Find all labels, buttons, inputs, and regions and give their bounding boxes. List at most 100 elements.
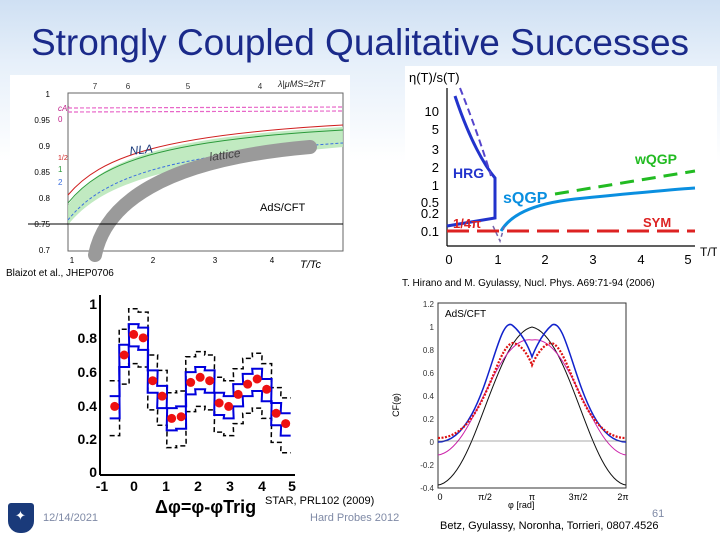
data-point xyxy=(224,401,234,411)
citation-top-right: T. Hirano and M. Gyulassy, Nucl. Phys. A… xyxy=(402,278,655,289)
y-ticks: 1.2 1 0.8 0.6 0.4 0.2 0 -0.2 -0.4 xyxy=(420,300,434,493)
label-sqgp: sQGP xyxy=(503,190,548,207)
y-axis-label: CF(φ) xyxy=(391,393,401,417)
shield-icon: ✦ xyxy=(15,508,26,523)
x-tick: 1 xyxy=(70,256,75,265)
label-lattice: lattice xyxy=(208,146,241,164)
data-point xyxy=(138,333,148,343)
citation-bottom-left: STAR, PRL102 (2009) xyxy=(265,495,375,507)
y-tick: 0.8 xyxy=(39,194,51,203)
x-tick: π/2 xyxy=(478,492,492,500)
x-tick: -1 xyxy=(96,478,109,494)
x-tick: 4 xyxy=(270,256,275,265)
y-tick: 0 xyxy=(89,464,97,480)
x-tick: π xyxy=(529,492,535,500)
x-tick: 2 xyxy=(194,478,202,494)
curve-blue xyxy=(437,324,627,443)
slide-title: Strongly Coupled Qualitative Successes xyxy=(30,22,690,63)
x-tick: 2 xyxy=(151,256,156,265)
data-point xyxy=(262,384,272,394)
x-tick: 3π/2 xyxy=(569,492,588,500)
legend-entry: 2 xyxy=(58,178,63,187)
label-sym: SYM xyxy=(643,215,671,230)
legend-title: cA: xyxy=(58,104,70,113)
pink-line xyxy=(67,106,344,109)
y-ticks: 10 5 3 2 1 0.5 0.2 0.1 xyxy=(421,104,439,239)
x-tick: 0 xyxy=(437,492,442,500)
top-axis-ticks: 7 6 5 4 xyxy=(93,82,263,91)
data-point xyxy=(167,413,177,423)
y-tick: 5 xyxy=(432,122,439,137)
x-ticks: 0 π/2 π 3π/2 2π xyxy=(437,492,628,500)
y-tick: 0.4 xyxy=(423,392,435,401)
lattice-band xyxy=(88,140,317,262)
error-band-lower xyxy=(109,345,291,437)
y-tick: 1 xyxy=(46,90,51,99)
curve-hrg xyxy=(446,95,497,228)
y-tick: -0.2 xyxy=(420,461,434,470)
y-tick: 0.8 xyxy=(78,330,98,346)
y-tick: 1.2 xyxy=(423,300,435,309)
y-tick: 0 xyxy=(430,438,435,447)
x-tick: 1 xyxy=(494,252,501,267)
x-tick: 4 xyxy=(637,252,644,267)
y-tick: 0.7 xyxy=(39,246,51,255)
label-wqgp: wQGP xyxy=(634,151,677,167)
data-point xyxy=(129,329,139,339)
chart-screening-ratio: 7 6 5 4 λ|μMS=2πT 1 0.95 0.9 0.85 0.8 0.… xyxy=(10,75,350,275)
x-tick: 3 xyxy=(226,478,234,494)
data-point xyxy=(176,412,186,422)
data-point xyxy=(195,372,205,382)
y-tick: 1 xyxy=(430,323,435,332)
y-tick: 0.6 xyxy=(423,369,435,378)
y-tick: 0.2 xyxy=(423,415,435,424)
y-ticks: 1 0.8 0.6 0.4 0.2 0 xyxy=(78,296,98,480)
data-point xyxy=(243,379,253,389)
data-point xyxy=(110,401,120,411)
error-band-upper xyxy=(109,323,291,415)
y-axis-label: η(T)/s(T) xyxy=(409,70,460,85)
data-point xyxy=(214,398,224,408)
x-axis-label-bottom-right: φ [rad] xyxy=(508,500,535,510)
y-tick: 0.9 xyxy=(39,142,51,151)
y-tick: 0.85 xyxy=(34,168,50,177)
label-kss-bound: 1/4π xyxy=(453,216,481,231)
x-tick: 2π xyxy=(617,492,628,500)
pink-line xyxy=(67,110,344,113)
data-point xyxy=(205,376,215,386)
y-tick: 0.95 xyxy=(34,116,50,125)
y-tick: 0.1 xyxy=(421,224,439,239)
y-tick: 10 xyxy=(425,104,439,119)
chart-viscosity-ratio: η(T)/s(T) 10 5 3 2 1 0.5 0.2 0.1 HRG sQG… xyxy=(405,66,717,276)
x-tick: 2 xyxy=(541,252,548,267)
data-point xyxy=(252,374,262,384)
legend-entry: 1/2 xyxy=(58,155,68,162)
curve-sqgp xyxy=(499,186,696,232)
curve-sym-dashed xyxy=(492,223,506,244)
y-tick: 1 xyxy=(432,178,439,193)
label-ads-cft: AdS/CFT xyxy=(445,309,486,320)
x-axis-label: Δφ=φ-φTrig xyxy=(155,497,256,517)
data-points xyxy=(109,307,291,454)
slide-date: 12/14/2021 xyxy=(43,512,99,524)
y-tick: 3 xyxy=(432,142,439,157)
data-point xyxy=(148,376,158,386)
curve-hrg-dashed xyxy=(459,87,492,177)
y-tick: 0.6 xyxy=(78,364,98,380)
curve-red xyxy=(437,341,627,440)
legend-entry: 0 xyxy=(58,115,63,124)
y-tick: 0.2 xyxy=(421,206,439,221)
top-axis-label: λ|μMS=2πT xyxy=(277,79,326,89)
slide-conference: Hard Probes 2012 xyxy=(310,512,400,524)
y-tick: 0.2 xyxy=(78,431,98,447)
x-axis-label: T/Tc xyxy=(300,259,321,271)
data-point xyxy=(119,350,129,360)
logo: ✦ xyxy=(8,503,34,533)
y-tick: 0.5 xyxy=(421,195,439,210)
systematic-band-lower xyxy=(109,362,291,454)
curve-wqgp xyxy=(554,169,696,196)
x-tick: 3 xyxy=(589,252,596,267)
x-tick: 5 xyxy=(288,478,296,494)
legend-entry: 1 xyxy=(58,165,63,174)
curve-ca-1 xyxy=(67,129,344,204)
